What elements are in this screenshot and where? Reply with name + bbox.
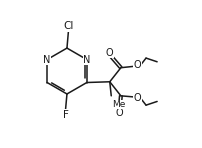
- Text: F: F: [63, 110, 68, 120]
- Text: O: O: [134, 61, 141, 70]
- Text: N: N: [83, 55, 90, 65]
- Text: O: O: [134, 93, 141, 103]
- Text: N: N: [43, 55, 51, 65]
- Text: O: O: [106, 48, 114, 58]
- Text: Me: Me: [112, 100, 125, 109]
- Text: Cl: Cl: [63, 21, 74, 31]
- Text: O: O: [115, 108, 123, 118]
